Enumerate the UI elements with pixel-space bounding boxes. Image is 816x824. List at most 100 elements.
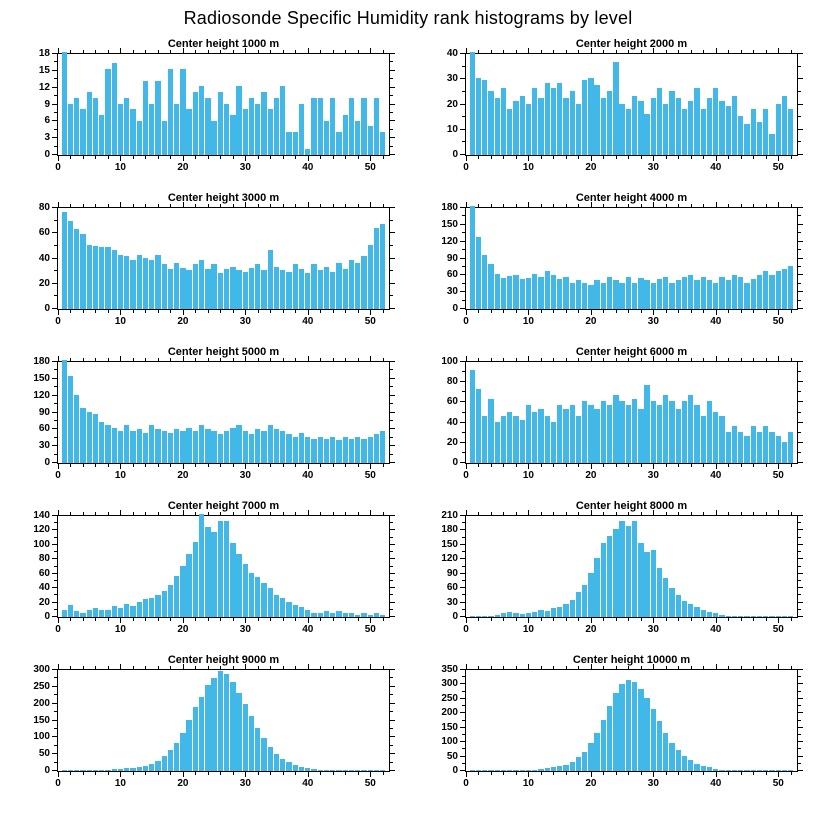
- histogram-bar: [61, 770, 67, 771]
- histogram-bar: [136, 428, 142, 463]
- x-tick-label: 0: [55, 316, 61, 327]
- x-tick-mark: [207, 310, 209, 313]
- x-tick-mark: [603, 772, 605, 775]
- y-tick-label: 120: [441, 553, 458, 565]
- x-tick-mark: [282, 772, 284, 775]
- page-title: Radiosonde Specific Humidity rank histog…: [183, 8, 633, 28]
- x-tick-mark: [357, 204, 359, 207]
- histogram-bar: [117, 103, 124, 155]
- y-tick-mark: [54, 694, 57, 696]
- y-tick-mark: [390, 428, 395, 430]
- x-tick-mark: [58, 156, 59, 161]
- histogram-bar: [367, 244, 373, 309]
- x-tick-mark: [332, 204, 334, 207]
- histogram-bar: [74, 97, 80, 155]
- x-tick-mark: [615, 310, 617, 313]
- histogram-bar: [681, 756, 688, 771]
- x-tick-mark: [120, 510, 122, 515]
- histogram-bar: [631, 681, 638, 771]
- histogram-bar: [744, 616, 750, 617]
- y-tick-mark: [390, 515, 395, 516]
- y-tick-label: 18: [38, 48, 50, 59]
- histogram-bar: [80, 770, 86, 771]
- x-tick-label: 30: [647, 470, 659, 481]
- y-tick-mark: [460, 154, 465, 155]
- x-tick-mark: [553, 204, 555, 207]
- x-tick-mark: [553, 666, 555, 669]
- x-tick-mark: [540, 512, 542, 515]
- y-tick-mark: [390, 744, 393, 746]
- y-tick-label: 250: [33, 680, 50, 692]
- histogram-bar: [130, 767, 136, 771]
- x-tick-mark: [590, 48, 592, 53]
- x-tick-mark: [295, 50, 297, 53]
- x-tick-mark: [590, 356, 592, 361]
- histogram-bar: [557, 607, 563, 617]
- x-tick-mark: [382, 772, 384, 775]
- histogram-bar: [600, 401, 607, 463]
- y-tick-label: 180: [441, 202, 458, 213]
- histogram-bar: [367, 770, 373, 771]
- x-tick-mark: [58, 310, 59, 315]
- x-tick-mark: [370, 464, 372, 469]
- histogram-bar: [638, 277, 644, 309]
- y-tick-mark: [798, 308, 803, 309]
- x-tick-mark: [753, 358, 755, 361]
- histogram-bar: [563, 276, 569, 309]
- x-tick-mark: [382, 358, 384, 361]
- y-tick-mark: [460, 515, 465, 516]
- y-tick-mark: [54, 270, 57, 272]
- y-tick-mark: [462, 249, 465, 251]
- histogram-bar: [575, 415, 582, 463]
- histogram-bar: [336, 770, 342, 771]
- chart-title: Center height 4000 m: [575, 192, 688, 204]
- y-tick-mark: [390, 543, 395, 545]
- x-tick-mark: [578, 666, 580, 669]
- x-tick-mark: [466, 510, 467, 515]
- y-tick-mark: [390, 445, 395, 447]
- histogram-bar: [80, 612, 86, 617]
- histogram-bar: [92, 413, 99, 463]
- histogram-bar: [330, 271, 336, 309]
- y-tick-label: 6: [44, 115, 50, 127]
- y-tick-mark: [798, 712, 803, 714]
- histogram-bar: [136, 254, 142, 309]
- histogram-bar: [482, 415, 488, 463]
- y-tick-label: 0: [44, 303, 50, 314]
- histogram-bar: [688, 604, 694, 617]
- y-tick-mark: [52, 69, 57, 71]
- y-tick-label: 40: [38, 582, 50, 594]
- histogram-bar: [80, 408, 86, 463]
- histogram-bar: [488, 399, 494, 463]
- x-tick-mark: [590, 464, 592, 469]
- x-tick-mark: [728, 358, 730, 361]
- x-tick-mark: [357, 512, 359, 515]
- histogram-bar: [261, 738, 267, 771]
- x-tick-mark: [107, 50, 109, 53]
- x-tick-mark: [95, 50, 97, 53]
- x-tick-mark: [778, 772, 780, 777]
- x-tick-mark: [540, 666, 542, 669]
- x-tick-mark: [107, 512, 109, 515]
- x-tick-mark: [640, 772, 642, 775]
- y-tick-mark: [54, 677, 57, 679]
- x-tick-label: 10: [522, 316, 534, 327]
- histogram-bar: [582, 751, 588, 771]
- x-tick-mark: [82, 512, 84, 515]
- y-tick-mark: [798, 441, 803, 443]
- x-tick-mark: [590, 772, 592, 777]
- y-tick-mark: [460, 558, 465, 560]
- y-tick-mark: [462, 215, 465, 217]
- histogram-bar: [236, 553, 242, 617]
- x-tick-mark: [145, 204, 147, 207]
- x-tick-mark: [728, 204, 730, 207]
- y-tick-label: 30: [446, 73, 458, 85]
- histogram-bar: [706, 612, 713, 617]
- y-tick-label: 20: [38, 596, 50, 608]
- x-tick-mark: [70, 772, 72, 775]
- y-tick-mark: [460, 53, 465, 54]
- x-tick-mark: [257, 512, 259, 515]
- y-tick-label: 0: [44, 457, 50, 468]
- y-tick-label: 0: [452, 611, 458, 622]
- histogram-bar: [255, 577, 261, 617]
